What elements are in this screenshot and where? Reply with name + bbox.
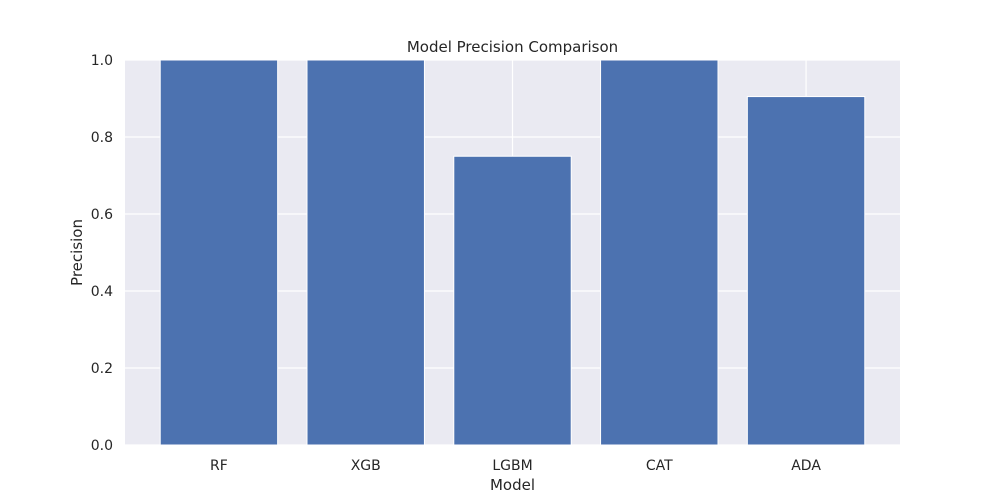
x-axis-ticks: RF XGB LGBM CAT ADA	[210, 458, 821, 474]
bar-cat	[600, 59, 719, 446]
bar-ada	[746, 96, 866, 446]
bar-xgb	[306, 59, 425, 446]
y-axis-label: Precision	[68, 219, 86, 286]
x-tick-label: XGB	[351, 458, 381, 474]
y-tick-label: 0.8	[91, 130, 113, 146]
bars	[159, 59, 866, 446]
chart-title: Model Precision Comparison	[407, 38, 618, 56]
y-tick-label: 0.6	[91, 207, 113, 223]
y-tick-label: 0.2	[91, 361, 113, 377]
y-tick-label: 0.4	[91, 284, 113, 300]
bar-lgbm	[453, 155, 572, 446]
y-tick-label: 1.0	[91, 53, 113, 69]
x-tick-label: LGBM	[492, 458, 532, 474]
x-tick-label: RF	[210, 458, 228, 474]
bar-rf	[159, 59, 279, 446]
x-tick-label: ADA	[791, 458, 821, 474]
y-tick-label: 0.0	[91, 438, 113, 454]
x-axis-label: Model	[490, 476, 535, 494]
y-axis-ticks: 0.0 0.2 0.4 0.6 0.8 1.0	[91, 53, 113, 454]
x-tick-label: CAT	[646, 458, 673, 474]
